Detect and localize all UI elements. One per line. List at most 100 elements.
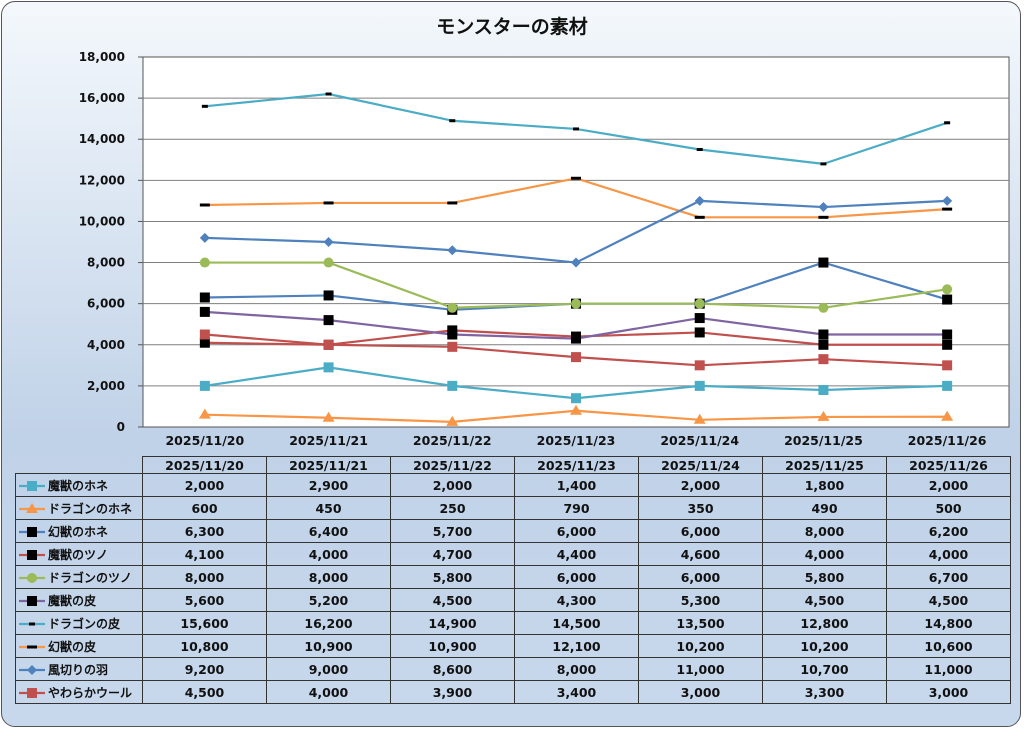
table-cell: 4,500 [142, 680, 267, 704]
series-label: 魔獣の皮 [15, 588, 143, 612]
table-cell: 6,200 [886, 519, 1011, 543]
marker-square [694, 327, 705, 338]
marker-square [694, 313, 705, 324]
marker-square [199, 380, 210, 391]
series-name: ドラゴンの皮 [48, 616, 121, 631]
table-row: 幻獣の皮 10,800 10,900 10,900 12,100 10,200 10,200… [15, 634, 1011, 658]
table-cell: 500 [886, 496, 1011, 520]
series-name: ドラゴンのツノ [48, 570, 133, 585]
series-label: 魔獣のツノ [15, 542, 143, 566]
table-row: 魔獣のホネ 2,000 2,900 2,000 1,400 2,000 1,800 2,000 [15, 473, 1011, 497]
line-chart: 0 2,000 4,000 6,000 8,000 10,000 12,000 14,000 1… [79, 50, 1010, 448]
marker-square [27, 596, 37, 606]
table-cell: 5,800 [390, 565, 515, 589]
marker-wide-dash [27, 645, 37, 649]
table-cell: 12,100 [514, 634, 639, 658]
series-label: ドラゴンのツノ [15, 565, 143, 589]
marker-square [942, 360, 953, 371]
marker-diamond [447, 245, 458, 256]
marker-square [942, 329, 953, 340]
marker-wide-dash [199, 203, 210, 207]
table-cell: 6,000 [638, 565, 763, 589]
marker-dash [201, 104, 208, 108]
table-cell: 4,500 [390, 588, 515, 612]
table-cell: 10,200 [762, 634, 887, 658]
table-row: 風切りの羽 9,200 9,000 8,600 8,000 11,000 10,700 11,… [15, 657, 1011, 681]
table-cell: 10,800 [142, 634, 267, 658]
marker-square [694, 380, 705, 391]
table-column-header: 2025/11/24 [638, 456, 763, 474]
gridlines [138, 56, 1010, 428]
marker-triangle [26, 503, 38, 513]
marker-square [199, 306, 210, 317]
marker-triangle [817, 410, 830, 421]
marker-triangle [446, 415, 459, 426]
plot-area [142, 56, 1010, 428]
series-name: ドラゴンのホネ [48, 501, 133, 516]
marker-diamond [818, 202, 829, 213]
x-tick-label: 2025/11/25 [784, 433, 863, 448]
marker-square [199, 337, 210, 348]
table-cell: 4,500 [762, 588, 887, 612]
series-name: 魔獣のツノ [48, 547, 109, 562]
marker-square [942, 380, 953, 391]
table-row: ドラゴンのツノ 8,000 8,000 5,800 6,000 6,000 5,800 6,7… [15, 565, 1011, 589]
series-label: やわらかウール [15, 680, 143, 704]
marker-wide-dash [571, 176, 581, 180]
table-cell: 2,000 [390, 473, 515, 497]
y-axis-ticks: 0 2,000 4,000 6,000 8,000 10,000 12,000 14,000 1… [79, 50, 125, 434]
table-cell: 8,000 [266, 565, 391, 589]
table-column-header: 2025/11/26 [886, 456, 1011, 474]
table-cell: 250 [390, 496, 515, 520]
marker-square [942, 294, 953, 305]
marker-wide-dash [323, 201, 334, 205]
series-name: 風切りの羽 [48, 662, 109, 677]
marker-wide-dash [818, 215, 829, 219]
table-cell: 4,400 [514, 542, 639, 566]
marker-wide-dash [942, 207, 953, 211]
table-cell: 8,000 [514, 657, 639, 681]
series-name: やわらかウール [48, 685, 133, 700]
table-cell: 6,000 [514, 565, 639, 589]
marker-circle [942, 284, 953, 295]
header-blank [15, 456, 143, 474]
table-cell: 2,000 [142, 473, 267, 497]
marker-square [323, 315, 334, 326]
marker-triangle [693, 413, 706, 424]
y-tick-label: 14,000 [79, 132, 125, 146]
marker-square [818, 257, 829, 268]
table-cell: 350 [638, 496, 763, 520]
marker-circle [818, 302, 829, 313]
table-cell: 1,400 [514, 473, 639, 497]
table-cell: 10,700 [762, 657, 887, 681]
marker-diamond [942, 195, 953, 206]
table-cell: 1,800 [762, 473, 887, 497]
table-cell: 5,700 [390, 519, 515, 543]
table-cell: 11,000 [638, 657, 763, 681]
table-cell: 4,600 [638, 542, 763, 566]
marker-circle [571, 298, 581, 309]
table-cell: 12,800 [762, 611, 887, 635]
marker-dash [449, 119, 456, 123]
table-cell: 2,000 [638, 473, 763, 497]
table-cell: 13,500 [638, 611, 763, 635]
table-row: やわらかウール 4,500 4,000 3,900 3,400 3,000 3,300 3,0… [15, 680, 1011, 704]
marker-square [571, 352, 581, 363]
y-tick-label: 8,000 [87, 256, 125, 270]
table-row: 魔獣のツノ 4,100 4,000 4,700 4,400 4,600 4,000 4,000 [15, 542, 1011, 566]
table-cell: 6,300 [142, 519, 267, 543]
x-tick-label: 2025/11/20 [165, 433, 244, 448]
marker-square [447, 329, 458, 340]
marker-square [942, 339, 953, 350]
marker-triangle [941, 410, 954, 421]
table-cell: 14,800 [886, 611, 1011, 635]
marker-circle [199, 257, 210, 268]
table-row: 魔獣の皮 5,600 5,200 4,500 4,300 5,300 4,500 4,500 [15, 588, 1011, 612]
series-name: 幻獣のホネ [48, 524, 109, 539]
x-tick-label: 2025/11/23 [537, 433, 616, 448]
x-axis-ticks: 2025/11/20 2025/11/21 2025/11/22 2025/11/23… [165, 433, 986, 448]
x-tick-label: 2025/11/26 [908, 433, 987, 448]
marker-wide-dash [447, 201, 458, 205]
marker-square [27, 527, 37, 537]
marker-dash [696, 148, 703, 151]
